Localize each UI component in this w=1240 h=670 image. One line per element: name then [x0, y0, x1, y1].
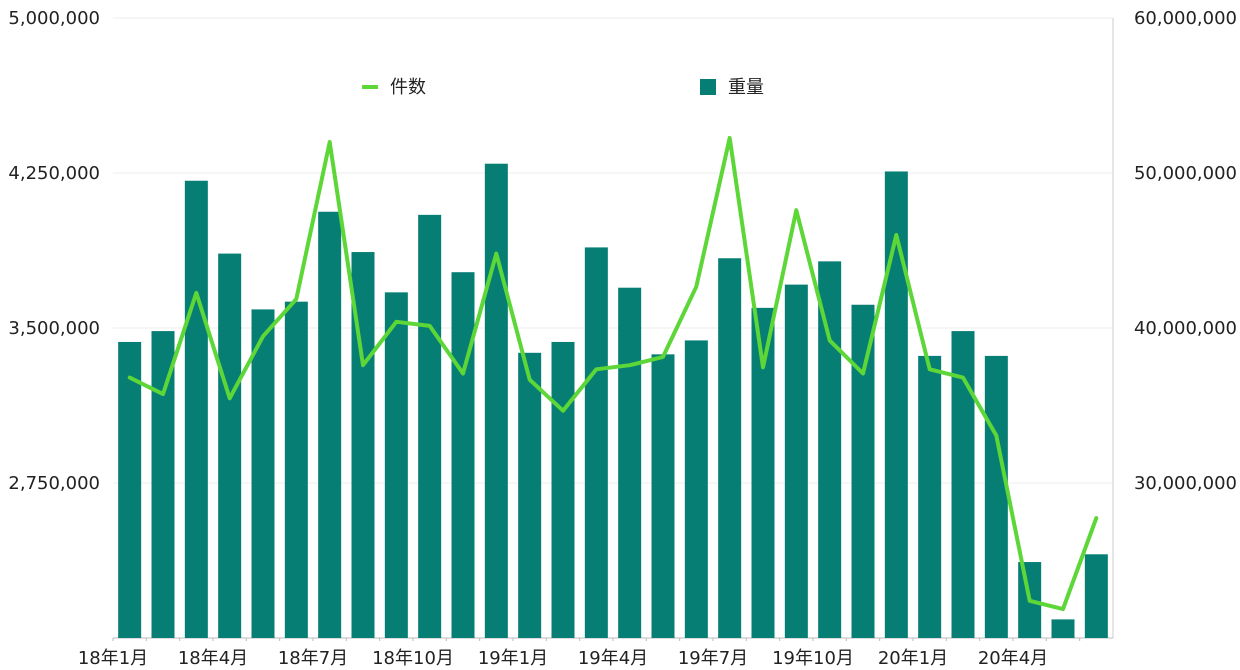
left-axis-tick-label: 5,000,000 — [8, 8, 100, 29]
bar — [718, 258, 742, 638]
legend-label-kensu: 件数 — [390, 77, 426, 98]
bar — [518, 352, 542, 638]
x-axis-tick-label: 18年7月 — [278, 648, 348, 666]
bar — [784, 284, 808, 638]
bar — [118, 341, 142, 638]
x-axis-tick-label: 19年1月 — [478, 648, 548, 666]
bar — [484, 163, 508, 638]
bar — [218, 253, 242, 638]
bar — [1084, 554, 1108, 638]
right-axis-tick-label: 30,000,000 — [1134, 473, 1237, 494]
bar — [918, 355, 942, 638]
x-axis-tick-label: 18年10月 — [372, 648, 454, 666]
x-axis-tick-label: 20年1月 — [878, 648, 948, 666]
bar — [951, 331, 975, 638]
left-axis-tick-label: 2,750,000 — [8, 473, 100, 494]
left-axis-tick-label: 3,500,000 — [8, 318, 100, 339]
bar — [651, 354, 675, 638]
right-axis-tick-label: 50,000,000 — [1134, 163, 1237, 184]
bar — [551, 341, 575, 638]
legend-label-juryo: 重量 — [728, 77, 764, 98]
x-axis-tick-label: 20年4月 — [978, 648, 1048, 666]
bar — [684, 340, 708, 638]
x-axis-tick-label: 18年1月 — [78, 648, 148, 666]
right-axis-tick-label: 40,000,000 — [1134, 318, 1237, 339]
bar — [351, 252, 375, 639]
left-axis-tick-label: 4,250,000 — [8, 163, 100, 184]
bar — [318, 211, 342, 638]
series-line-kensu — [127, 135, 1099, 612]
bar — [884, 171, 908, 638]
bar — [284, 301, 308, 638]
bar — [384, 292, 408, 638]
bar — [418, 214, 442, 638]
bar — [751, 307, 775, 638]
legend-bar-swatch — [700, 79, 716, 95]
bar — [618, 287, 642, 638]
right-axis-tick-label: 60,000,000 — [1134, 8, 1237, 29]
x-axis-tick-label: 19年10月 — [772, 648, 854, 666]
bar — [151, 331, 175, 638]
x-axis-tick-label: 19年7月 — [678, 648, 748, 666]
bar — [851, 304, 875, 638]
bar — [1051, 619, 1075, 638]
x-axis-tick-label: 19年4月 — [578, 648, 648, 666]
bar — [184, 180, 208, 638]
bar — [451, 272, 475, 638]
bar — [984, 355, 1008, 638]
x-axis-tick-label: 18年4月 — [178, 648, 248, 666]
bar — [251, 309, 275, 638]
bar — [584, 247, 608, 638]
bar — [818, 261, 842, 638]
